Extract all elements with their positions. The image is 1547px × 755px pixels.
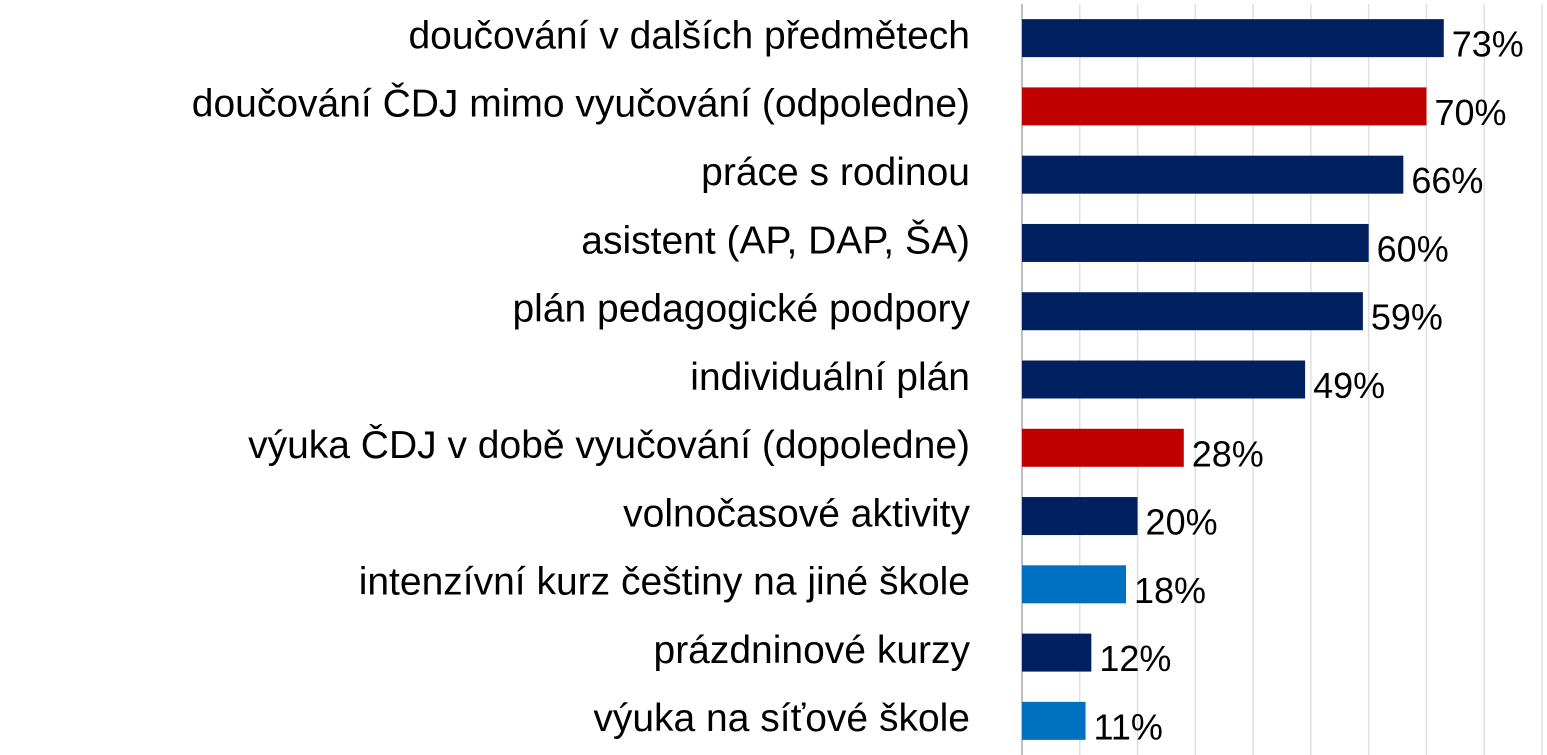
y-tick-label: intenzívní kurz češtiny na jiné škole bbox=[359, 561, 970, 604]
bar bbox=[1022, 223, 1369, 262]
y-tick-label: doučování v dalších předmětech bbox=[408, 14, 970, 57]
bar bbox=[1022, 701, 1086, 740]
bar bbox=[1022, 155, 1404, 194]
data-label: 73% bbox=[1452, 24, 1524, 65]
bar bbox=[1022, 87, 1427, 126]
bar bbox=[1022, 565, 1126, 604]
bar bbox=[1022, 292, 1363, 331]
bar bbox=[1022, 497, 1138, 536]
y-tick-label: plán pedagogické podpory bbox=[512, 288, 970, 331]
bar bbox=[1022, 19, 1444, 58]
data-label: 20% bbox=[1146, 502, 1218, 543]
y-tick-label: individuální plán bbox=[690, 356, 970, 399]
data-label: 11% bbox=[1094, 706, 1163, 747]
data-label: 28% bbox=[1192, 433, 1264, 474]
bar bbox=[1022, 633, 1092, 672]
data-label: 18% bbox=[1134, 570, 1206, 611]
data-label: 12% bbox=[1099, 638, 1171, 679]
y-tick-label: prázdninové kurzy bbox=[654, 629, 971, 672]
bar bbox=[1022, 360, 1306, 399]
data-label: 49% bbox=[1313, 365, 1385, 406]
y-tick-label: výuka na síťové škole bbox=[593, 697, 970, 740]
bar bbox=[1022, 428, 1184, 467]
data-label: 70% bbox=[1434, 92, 1506, 133]
y-tick-label: doučování ČDJ mimo vyučování (odpoledne) bbox=[192, 82, 970, 126]
y-tick-label: asistent (AP, DAP, ŠA) bbox=[581, 218, 970, 262]
data-label: 60% bbox=[1377, 228, 1449, 269]
y-tick-label: práce s rodinou bbox=[701, 151, 970, 194]
data-label: 66% bbox=[1411, 160, 1483, 201]
data-label: 59% bbox=[1371, 297, 1443, 338]
y-tick-label: volnočasové aktivity bbox=[623, 492, 970, 535]
y-tick-label: výuka ČDJ v době vyučování (dopoledne) bbox=[248, 423, 970, 467]
